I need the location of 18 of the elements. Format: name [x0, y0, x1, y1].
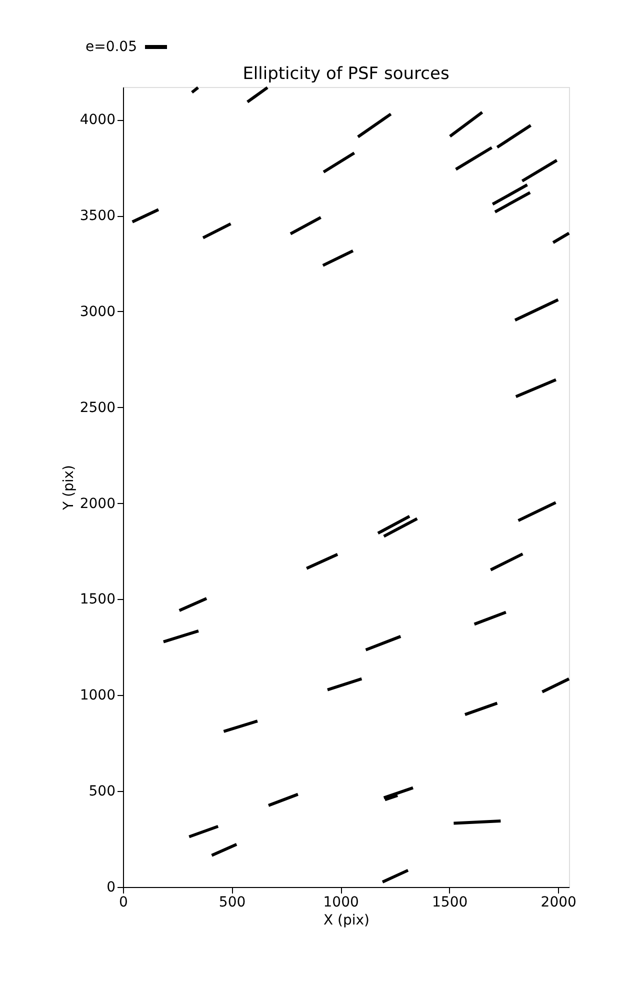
x-axis-title: X (pix) — [323, 912, 370, 928]
y-tick-label: 4000 — [80, 112, 116, 128]
chart-title: Ellipticity of PSF sources — [242, 64, 450, 84]
y-tick-label: 3500 — [80, 208, 116, 224]
y-axis-title: Y (pix) — [60, 465, 77, 511]
x-tick-label: 1000 — [323, 894, 359, 910]
y-tick-label: 1500 — [80, 592, 116, 608]
x-tick-label: 0 — [119, 894, 128, 910]
y-tick-label: 0 — [106, 880, 116, 896]
y-tick-label: 1000 — [80, 688, 116, 704]
y-tick-label: 2500 — [80, 400, 116, 416]
x-tick-label: 2000 — [540, 894, 576, 910]
y-tick-label: 500 — [88, 784, 116, 800]
x-tick-label: 500 — [218, 894, 246, 910]
y-tick-label: 3000 — [80, 304, 116, 320]
text: e=0.05 — [85, 39, 137, 55]
x-tick-label: 1500 — [432, 894, 468, 910]
y-tick-label: 2000 — [80, 496, 116, 512]
